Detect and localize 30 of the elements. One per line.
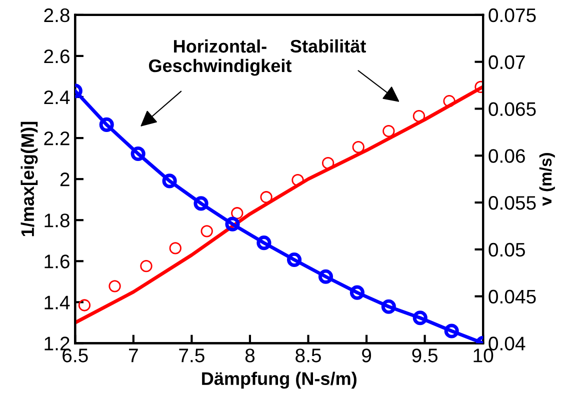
y2-tick-label: 0.06: [488, 149, 525, 163]
y-tick-label: 1.6: [44, 254, 70, 268]
y-tick-label: 1.4: [44, 296, 70, 310]
y-tick-label: 2.6: [44, 49, 70, 64]
y2-tick-label: 0.04: [488, 336, 526, 350]
y2-tick-label: 0.07: [488, 55, 525, 70]
y-tick-label: 2.8: [44, 8, 70, 22]
x-tick-label: 9: [362, 348, 372, 362]
y-tick-label: 2.2: [44, 132, 70, 146]
x-tick-label: 8.5: [296, 348, 321, 362]
y2-tick-label: 0.065: [488, 102, 536, 116]
annotation: Stabilität: [290, 39, 366, 53]
y-tick-label: 2: [60, 172, 70, 186]
x-tick-label: 9.5: [412, 348, 438, 362]
x-tick-label: 6.5: [62, 348, 88, 362]
annotation: Horizontal- Geschwindigkeit: [148, 39, 292, 76]
x-tick-label: 7.5: [179, 348, 204, 362]
y-tick-label: 1.2: [44, 336, 70, 350]
y2-tick-label: 0.05: [488, 242, 525, 257]
x-axis-title: Dämpfung (N-s/m): [202, 372, 356, 389]
y2-tick-label: 0.055: [488, 196, 536, 210]
y2-axis-title: v (m/s): [539, 153, 555, 206]
y-tick-label: 1.8: [44, 214, 70, 228]
y2-tick-label: 0.045: [488, 290, 536, 304]
x-tick-label: 10: [474, 348, 494, 362]
y2-tick-label: 0.075: [488, 8, 536, 22]
y-axis-title: 1/max[eig(M)]: [20, 122, 38, 236]
x-tick-label: 8: [245, 348, 255, 362]
x-tick-label: 7: [129, 348, 138, 362]
y-tick-label: 2.4: [44, 90, 70, 104]
